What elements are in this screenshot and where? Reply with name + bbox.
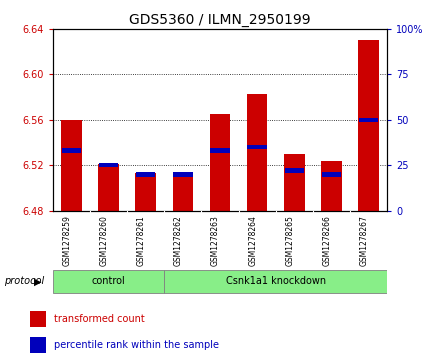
Bar [210, 114, 230, 211]
Bar [164, 270, 387, 293]
Text: GSM1278265: GSM1278265 [285, 215, 294, 266]
Bar [62, 148, 81, 153]
Bar [98, 164, 119, 211]
Text: GSM1278262: GSM1278262 [174, 215, 183, 266]
Bar [172, 173, 193, 211]
Bar [247, 94, 268, 211]
Text: GSM1278261: GSM1278261 [137, 215, 146, 266]
Bar [61, 120, 81, 211]
Title: GDS5360 / ILMN_2950199: GDS5360 / ILMN_2950199 [129, 13, 311, 26]
Text: GSM1278263: GSM1278263 [211, 215, 220, 266]
Text: protocol: protocol [4, 276, 44, 286]
Text: Csnk1a1 knockdown: Csnk1a1 knockdown [226, 276, 326, 286]
Bar [173, 172, 193, 176]
Bar [359, 118, 378, 122]
Text: percentile rank within the sample: percentile rank within the sample [54, 340, 219, 350]
Text: transformed count: transformed count [54, 314, 144, 324]
Bar [210, 148, 230, 153]
Bar [321, 160, 342, 211]
Bar [99, 163, 118, 167]
Text: GSM1278266: GSM1278266 [323, 215, 331, 266]
Bar [136, 172, 155, 176]
Bar [53, 270, 164, 293]
Bar [30, 311, 46, 327]
Text: GSM1278259: GSM1278259 [62, 215, 71, 266]
Text: GSM1278260: GSM1278260 [99, 215, 109, 266]
Bar [247, 145, 267, 149]
Bar [359, 40, 379, 211]
Bar [136, 173, 156, 211]
Bar [30, 337, 46, 353]
Text: GSM1278264: GSM1278264 [248, 215, 257, 266]
Text: ▶: ▶ [33, 276, 41, 286]
Bar [322, 172, 341, 176]
Text: control: control [92, 276, 125, 286]
Bar [284, 154, 304, 211]
Bar [285, 168, 304, 173]
Text: GSM1278267: GSM1278267 [359, 215, 369, 266]
